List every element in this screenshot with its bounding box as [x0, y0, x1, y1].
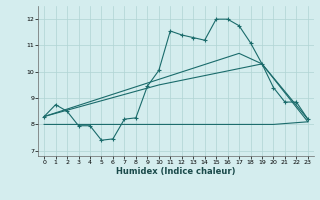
X-axis label: Humidex (Indice chaleur): Humidex (Indice chaleur) — [116, 167, 236, 176]
